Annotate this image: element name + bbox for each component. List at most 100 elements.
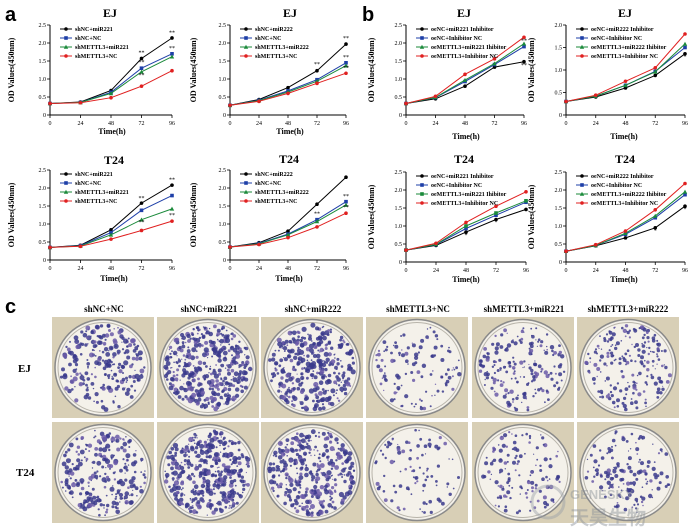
colony-dot: [122, 372, 124, 374]
colony-dot: [382, 340, 387, 344]
colony-dot: [216, 332, 221, 336]
colony-dot: [487, 470, 491, 474]
colony-dot: [444, 372, 448, 376]
colony-dot: [552, 353, 555, 357]
colony-dot: [246, 461, 250, 465]
colony-dot: [208, 454, 213, 459]
colony-dot: [530, 372, 534, 376]
colony-dot: [336, 455, 342, 460]
colony-dot: [447, 375, 452, 380]
colony-dot: [398, 351, 401, 355]
colony-dot: [434, 334, 439, 338]
colony-dot: [599, 359, 602, 362]
colony-dot: [601, 395, 605, 399]
colony-dot: [231, 359, 236, 364]
colony-dot: [223, 452, 229, 458]
colony-dot: [636, 374, 639, 377]
colony-dot: [318, 453, 321, 456]
colony-col-label-1: shNC+NC: [84, 304, 124, 314]
colony-dot: [376, 486, 381, 491]
data-point: [593, 242, 598, 247]
data-point: [170, 68, 174, 73]
colony-dot: [379, 449, 383, 452]
colony-dot: [238, 340, 241, 343]
colony-dot: [514, 456, 517, 460]
colony-dot: [505, 393, 508, 396]
colony-dot: [336, 377, 341, 382]
y-axis-label: OD Values(450nm): [189, 182, 198, 247]
data-point: [522, 44, 526, 49]
colony-dot: [276, 467, 281, 472]
plate-rim: [371, 427, 463, 518]
colony-dot: [232, 384, 236, 388]
colony-dot: [319, 347, 324, 353]
colony-dot: [323, 351, 329, 357]
colony-dot: [599, 474, 603, 478]
colony-dot: [305, 499, 310, 505]
colony-dot: [288, 395, 291, 399]
colony-dot: [626, 463, 629, 466]
colony-dot: [347, 451, 353, 456]
colony-dot: [94, 435, 97, 438]
colony-dot: [645, 478, 647, 481]
colony-dot: [350, 461, 355, 466]
colony-dot: [620, 468, 624, 473]
colony-dot: [656, 387, 661, 392]
colony-dot: [201, 344, 204, 347]
colony-dot: [426, 475, 429, 479]
data-point: [139, 56, 144, 61]
colony-dot: [289, 447, 294, 452]
colony-dot: [555, 454, 558, 458]
colony-dot: [512, 440, 517, 445]
colony-dot: [316, 371, 319, 375]
colony-dot: [295, 452, 299, 457]
colony-dot: [448, 458, 450, 460]
colony-dot: [234, 484, 237, 487]
colony-dot: [208, 387, 212, 391]
colony-dot: [606, 351, 610, 355]
colony-dot: [490, 386, 494, 390]
colony-dot: [422, 501, 426, 505]
colony-dot: [541, 477, 545, 482]
colony-dot: [202, 326, 205, 328]
colony-dot: [313, 489, 317, 492]
colony-dot: [632, 481, 636, 486]
colony-dot: [140, 457, 144, 462]
colony-dot: [191, 392, 197, 398]
colony-dot: [331, 478, 334, 480]
colony-dot: [321, 388, 325, 391]
colony-dot: [397, 388, 400, 391]
colony-dot: [618, 361, 622, 365]
colony-dot: [630, 401, 634, 406]
colony-dot: [120, 364, 125, 369]
data-point: [522, 35, 526, 40]
colony-dot: [201, 500, 205, 503]
colony-dot: [289, 464, 292, 467]
colony-dot: [170, 466, 174, 471]
x-tick-label: 96: [343, 121, 349, 127]
colony-dot: [542, 443, 545, 446]
colony-dot: [119, 496, 123, 500]
colony-dot: [103, 440, 106, 443]
colony-dot: [314, 389, 316, 391]
y-axis-label: OD Values(450nm): [527, 184, 536, 249]
x-tick-label: 72: [652, 268, 658, 274]
colony-dot: [103, 485, 107, 489]
colony-dot: [213, 452, 219, 457]
colony-dot: [127, 464, 130, 466]
colony-dot: [553, 384, 557, 388]
colony-dot: [193, 484, 199, 490]
colony-dot: [139, 489, 144, 494]
colony-dot: [644, 472, 648, 476]
colony-dot: [562, 370, 566, 373]
colony-dot: [331, 506, 334, 509]
colony-dot: [430, 354, 434, 358]
colony-dot: [228, 483, 234, 488]
y-tick-label: 0: [223, 258, 226, 264]
colony-dot: [242, 487, 246, 491]
colony-dot: [284, 392, 288, 396]
colony-dot: [322, 390, 327, 395]
colony-dot: [635, 343, 639, 347]
colony-dot: [230, 379, 233, 381]
colony-dot: [651, 351, 654, 353]
